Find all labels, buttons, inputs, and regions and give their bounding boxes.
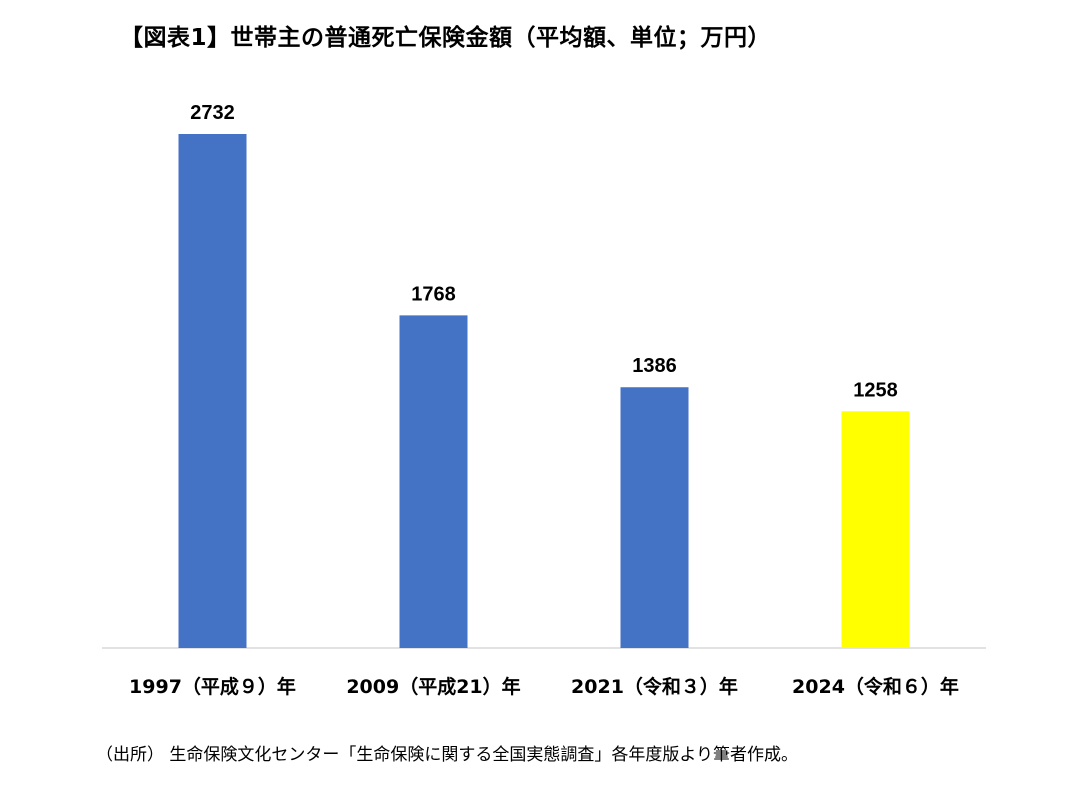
data-label: 1258 [853, 379, 898, 401]
source-note: （出所） 生命保険文化センター「生命保険に関する全国実態調査」各年度版より筆者作… [96, 745, 799, 765]
data-label: 2732 [190, 102, 235, 124]
x-tick-label: 2009（平成21）年 [346, 675, 520, 698]
bar [178, 134, 247, 648]
bar [841, 411, 910, 648]
bar [620, 387, 689, 648]
x-tick-label: 2024（令和６）年 [792, 675, 959, 698]
x-tick-label: 2021（令和３）年 [571, 675, 738, 698]
bar-chart: 2732 1997（平成９）年 1768 2009（平成21）年 1386 2021（令和… [102, 102, 986, 698]
chart-title: 【図表1】世帯主の普通死亡保険金額（平均額、単位；万円） [120, 25, 772, 51]
data-label: 1768 [411, 283, 456, 305]
x-tick-label: 1997（平成９）年 [129, 675, 296, 698]
data-label: 1386 [632, 355, 677, 377]
bar [399, 315, 468, 648]
